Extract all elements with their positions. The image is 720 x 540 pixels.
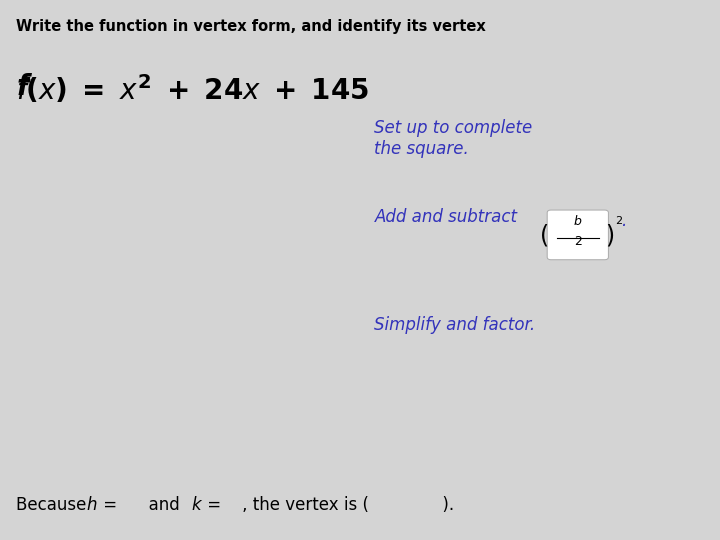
Text: =    , the vertex is (              ).: = , the vertex is ( ). [202, 496, 454, 514]
Text: $\mathit{b}$: $\mathit{b}$ [573, 214, 582, 228]
Text: Set up to complete
the square.: Set up to complete the square. [374, 119, 533, 158]
Text: Write the function in vertex form, and identify its vertex: Write the function in vertex form, and i… [16, 19, 485, 34]
Text: $\mathit{k}$: $\mathit{k}$ [191, 496, 203, 514]
Text: 2: 2 [615, 217, 622, 226]
Text: 2: 2 [574, 235, 582, 248]
Text: ): ) [606, 224, 615, 248]
Text: .: . [621, 212, 626, 230]
Text: $\mathit{h}$: $\mathit{h}$ [86, 496, 97, 514]
Text: =      and: = and [98, 496, 185, 514]
Text: Simplify and factor.: Simplify and factor. [374, 316, 536, 334]
Text: $\boldsymbol{f}$: $\boldsymbol{f}$ [16, 73, 33, 101]
Text: Add and subtract: Add and subtract [374, 208, 523, 226]
Text: Because: Because [16, 496, 96, 514]
Text: $\mathbf{\mathit{f}(\mathit{x})\ =\ \mathit{x}^2\ +\ 24\mathit{x}\ +\ 145}$: $\mathbf{\mathit{f}(\mathit{x})\ =\ \mat… [16, 73, 369, 106]
FancyBboxPatch shape [547, 210, 608, 260]
Text: (: ( [539, 224, 549, 248]
